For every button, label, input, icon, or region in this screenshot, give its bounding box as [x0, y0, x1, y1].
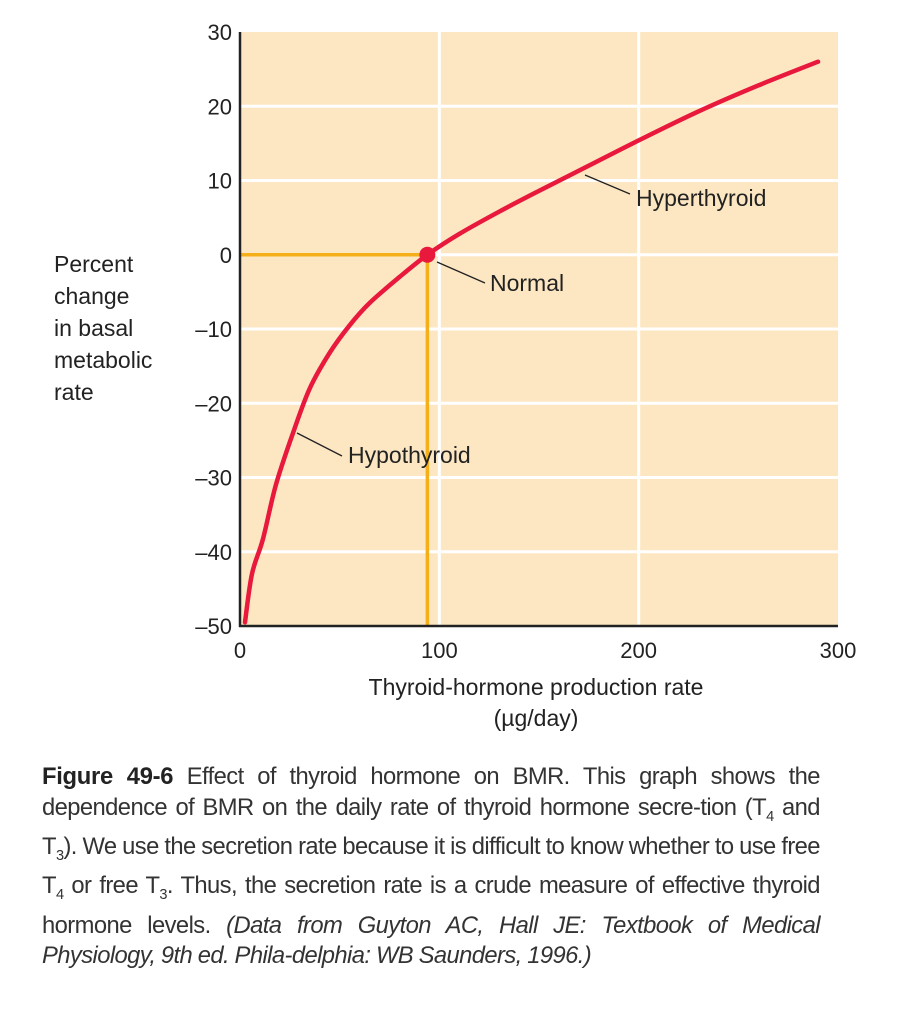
subscript: 3 [159, 886, 167, 904]
y-label-line: in basal [54, 315, 134, 341]
annotation-leader [296, 432, 343, 457]
normal-point [419, 246, 436, 263]
y-label-line: change [54, 283, 130, 309]
x-axis-unit: (µg/day) [494, 705, 579, 731]
x-tick-label: 100 [421, 638, 458, 663]
annotation-hyperthyroid: Hyperthyroid [636, 185, 766, 211]
figure-label: Figure 49-6 [42, 763, 174, 790]
bmr-curve [242, 59, 821, 625]
subscript: 4 [766, 807, 774, 825]
x-tick-label: 200 [620, 638, 657, 663]
y-label-line: Percent [54, 251, 134, 277]
y-tick-label: 0 [220, 243, 232, 268]
x-axis-label: Thyroid-hormone production rate [369, 674, 704, 700]
x-tick-label: 0 [234, 638, 246, 663]
y-tick-label: –50 [195, 614, 232, 639]
y-tick-label: 20 [208, 94, 232, 119]
subscript: 3 [55, 846, 64, 864]
subscript: 4 [55, 886, 64, 904]
caption-text: or free T [63, 872, 160, 900]
y-tick-label: –10 [195, 317, 232, 342]
y-tick-label: –40 [195, 540, 232, 565]
caption-text: and T [42, 793, 821, 860]
citation: (Data from Guyton AC, Hall JE: Textbook … [42, 911, 821, 970]
y-tick-label: –30 [195, 466, 232, 491]
y-tick-label: 30 [208, 20, 232, 45]
caption-text: ). We use the secretion rate because it … [42, 832, 821, 900]
annotation-normal: Normal [490, 270, 564, 296]
annotation-hypothyroid: Hypothyroid [348, 442, 471, 468]
annotation-leader [436, 261, 486, 284]
y-label-line: rate [54, 379, 94, 405]
y-label-line: metabolic [54, 347, 153, 373]
annotation-leader [584, 174, 631, 195]
y-tick-label: –20 [195, 391, 232, 416]
x-tick-label: 300 [820, 638, 857, 663]
caption-text: . Thus, the secretion rate is a crude me… [42, 872, 821, 939]
caption-text: Effect of thyroid hormone on BMR. This g… [42, 763, 821, 821]
y-axis-label: Percent change in basal metabolic rate [54, 248, 152, 408]
y-tick-label: 10 [208, 169, 232, 194]
figure-caption: Figure 49-6 Effect of thyroid hormone on … [42, 762, 821, 972]
